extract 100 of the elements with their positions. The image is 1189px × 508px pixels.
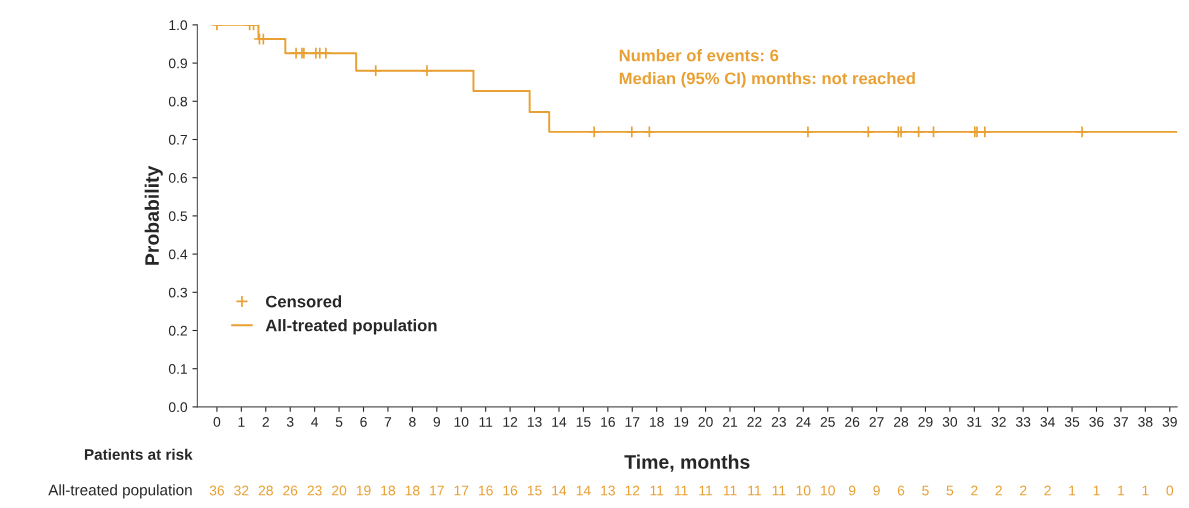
text: 11 bbox=[699, 485, 713, 496]
text: 2 bbox=[1044, 485, 1051, 496]
x-tick-label: 22 bbox=[747, 417, 762, 427]
y-tick-label: 0.6 bbox=[168, 173, 188, 183]
x-tick-label: 9 bbox=[433, 417, 441, 427]
text: 18 bbox=[381, 485, 396, 496]
text: 9 bbox=[848, 485, 856, 496]
x-tick-label: 19 bbox=[674, 417, 689, 427]
x-tick-label: 34 bbox=[1040, 417, 1055, 427]
x-tick-label: 18 bbox=[650, 417, 664, 427]
y-tick-label: 0.9 bbox=[168, 58, 187, 69]
x-tick-label: 33 bbox=[1015, 417, 1031, 427]
x-tick-label: 4 bbox=[311, 417, 319, 427]
point bbox=[369, 64, 382, 77]
text: 17 bbox=[454, 485, 469, 496]
x-tick-label: 20 bbox=[698, 417, 713, 427]
point bbox=[1075, 125, 1089, 139]
y-tick-label: 0.0 bbox=[168, 402, 188, 413]
x-tick-label: 8 bbox=[409, 417, 416, 427]
x-tick-label: 26 bbox=[845, 417, 860, 427]
x-tick-label: 39 bbox=[1162, 417, 1177, 427]
text: All-treated population bbox=[48, 484, 192, 499]
text: 2 bbox=[971, 485, 978, 496]
x-tick-label: 11 bbox=[479, 417, 493, 427]
text: 20 bbox=[332, 485, 347, 496]
text: 32 bbox=[234, 485, 249, 496]
x-tick-label: 15 bbox=[576, 417, 591, 427]
x-tick-label: 35 bbox=[1064, 417, 1080, 427]
point bbox=[862, 125, 875, 139]
x-tick-label: 29 bbox=[918, 417, 933, 427]
annotation: Median (95% CI) months: not reached bbox=[619, 72, 915, 88]
x-tick-label: 14 bbox=[552, 417, 567, 427]
text: 11 bbox=[748, 485, 761, 496]
x-tick-label: 28 bbox=[894, 417, 909, 427]
x-tick-label: 27 bbox=[869, 417, 884, 427]
text: 19 bbox=[356, 485, 371, 496]
x-tick-label: 24 bbox=[796, 417, 811, 427]
y-axis-title: Probability bbox=[144, 165, 163, 265]
text: 11 bbox=[723, 485, 737, 496]
text: 16 bbox=[479, 485, 493, 496]
x-tick-label: 23 bbox=[771, 417, 786, 427]
x-tick-label: 5 bbox=[335, 417, 343, 427]
annotation: Number of events: 6 bbox=[619, 49, 779, 62]
point bbox=[927, 125, 940, 139]
text: Patients at risk bbox=[84, 448, 193, 460]
y-tick-label: 0.2 bbox=[168, 325, 187, 336]
text: 1 bbox=[1069, 485, 1076, 496]
text: 26 bbox=[283, 485, 298, 496]
text: 5 bbox=[946, 485, 954, 496]
x-axis-title: Time, months bbox=[624, 454, 750, 472]
y-tick-label: 0.8 bbox=[168, 96, 188, 107]
x-tick-label: 1 bbox=[238, 417, 245, 427]
text: 1 bbox=[1118, 485, 1125, 496]
x-tick-label: 17 bbox=[625, 417, 640, 427]
text: 18 bbox=[405, 485, 420, 496]
x-tick-label: 38 bbox=[1138, 417, 1153, 427]
y-tick-label: 0.1 bbox=[168, 364, 187, 374]
x-tick-label: 16 bbox=[601, 417, 615, 427]
x-tick-label: 30 bbox=[942, 417, 958, 427]
text: 6 bbox=[897, 485, 905, 496]
text: 16 bbox=[503, 485, 518, 496]
y-tick-label: 0.7 bbox=[168, 134, 187, 145]
x-tick-label: 0 bbox=[213, 417, 221, 427]
text: 28 bbox=[258, 485, 273, 496]
text: 11 bbox=[650, 485, 664, 496]
text: 9 bbox=[873, 485, 880, 496]
x-tick-label: 32 bbox=[991, 417, 1006, 427]
x-tick-label: 21 bbox=[722, 417, 738, 427]
text: 14 bbox=[576, 485, 591, 496]
x-tick-label: 36 bbox=[1089, 417, 1104, 427]
text: 10 bbox=[821, 485, 835, 496]
text: 36 bbox=[209, 485, 225, 496]
text: 12 bbox=[625, 485, 640, 496]
point bbox=[420, 64, 434, 77]
text: 17 bbox=[430, 485, 444, 496]
text: 23 bbox=[307, 485, 322, 496]
text: 1 bbox=[1142, 485, 1149, 496]
x-tick-label: 2 bbox=[262, 417, 269, 427]
point bbox=[643, 125, 656, 139]
point bbox=[801, 125, 815, 139]
text: 10 bbox=[796, 485, 811, 496]
text: 15 bbox=[527, 485, 542, 496]
point bbox=[978, 125, 992, 139]
x-tick-label: 7 bbox=[384, 417, 392, 427]
text: 2 bbox=[1020, 485, 1027, 496]
x-tick-label: 37 bbox=[1113, 417, 1128, 427]
text: 14 bbox=[552, 485, 567, 496]
x-tick-label: 31 bbox=[967, 417, 982, 427]
text: 11 bbox=[772, 485, 786, 496]
legend-label: Censored bbox=[265, 295, 342, 308]
point bbox=[587, 125, 601, 139]
point bbox=[319, 46, 333, 60]
legend-label: All-treated population bbox=[265, 319, 437, 335]
text: 5 bbox=[922, 485, 929, 496]
x-tick-label: 12 bbox=[503, 417, 518, 427]
y-tick-label: 1.0 bbox=[169, 20, 188, 31]
text: 13 bbox=[601, 485, 615, 496]
x-tick-label: 3 bbox=[286, 417, 294, 427]
y-tick-label: 0.5 bbox=[168, 211, 188, 222]
x-tick-label: 13 bbox=[527, 417, 542, 427]
